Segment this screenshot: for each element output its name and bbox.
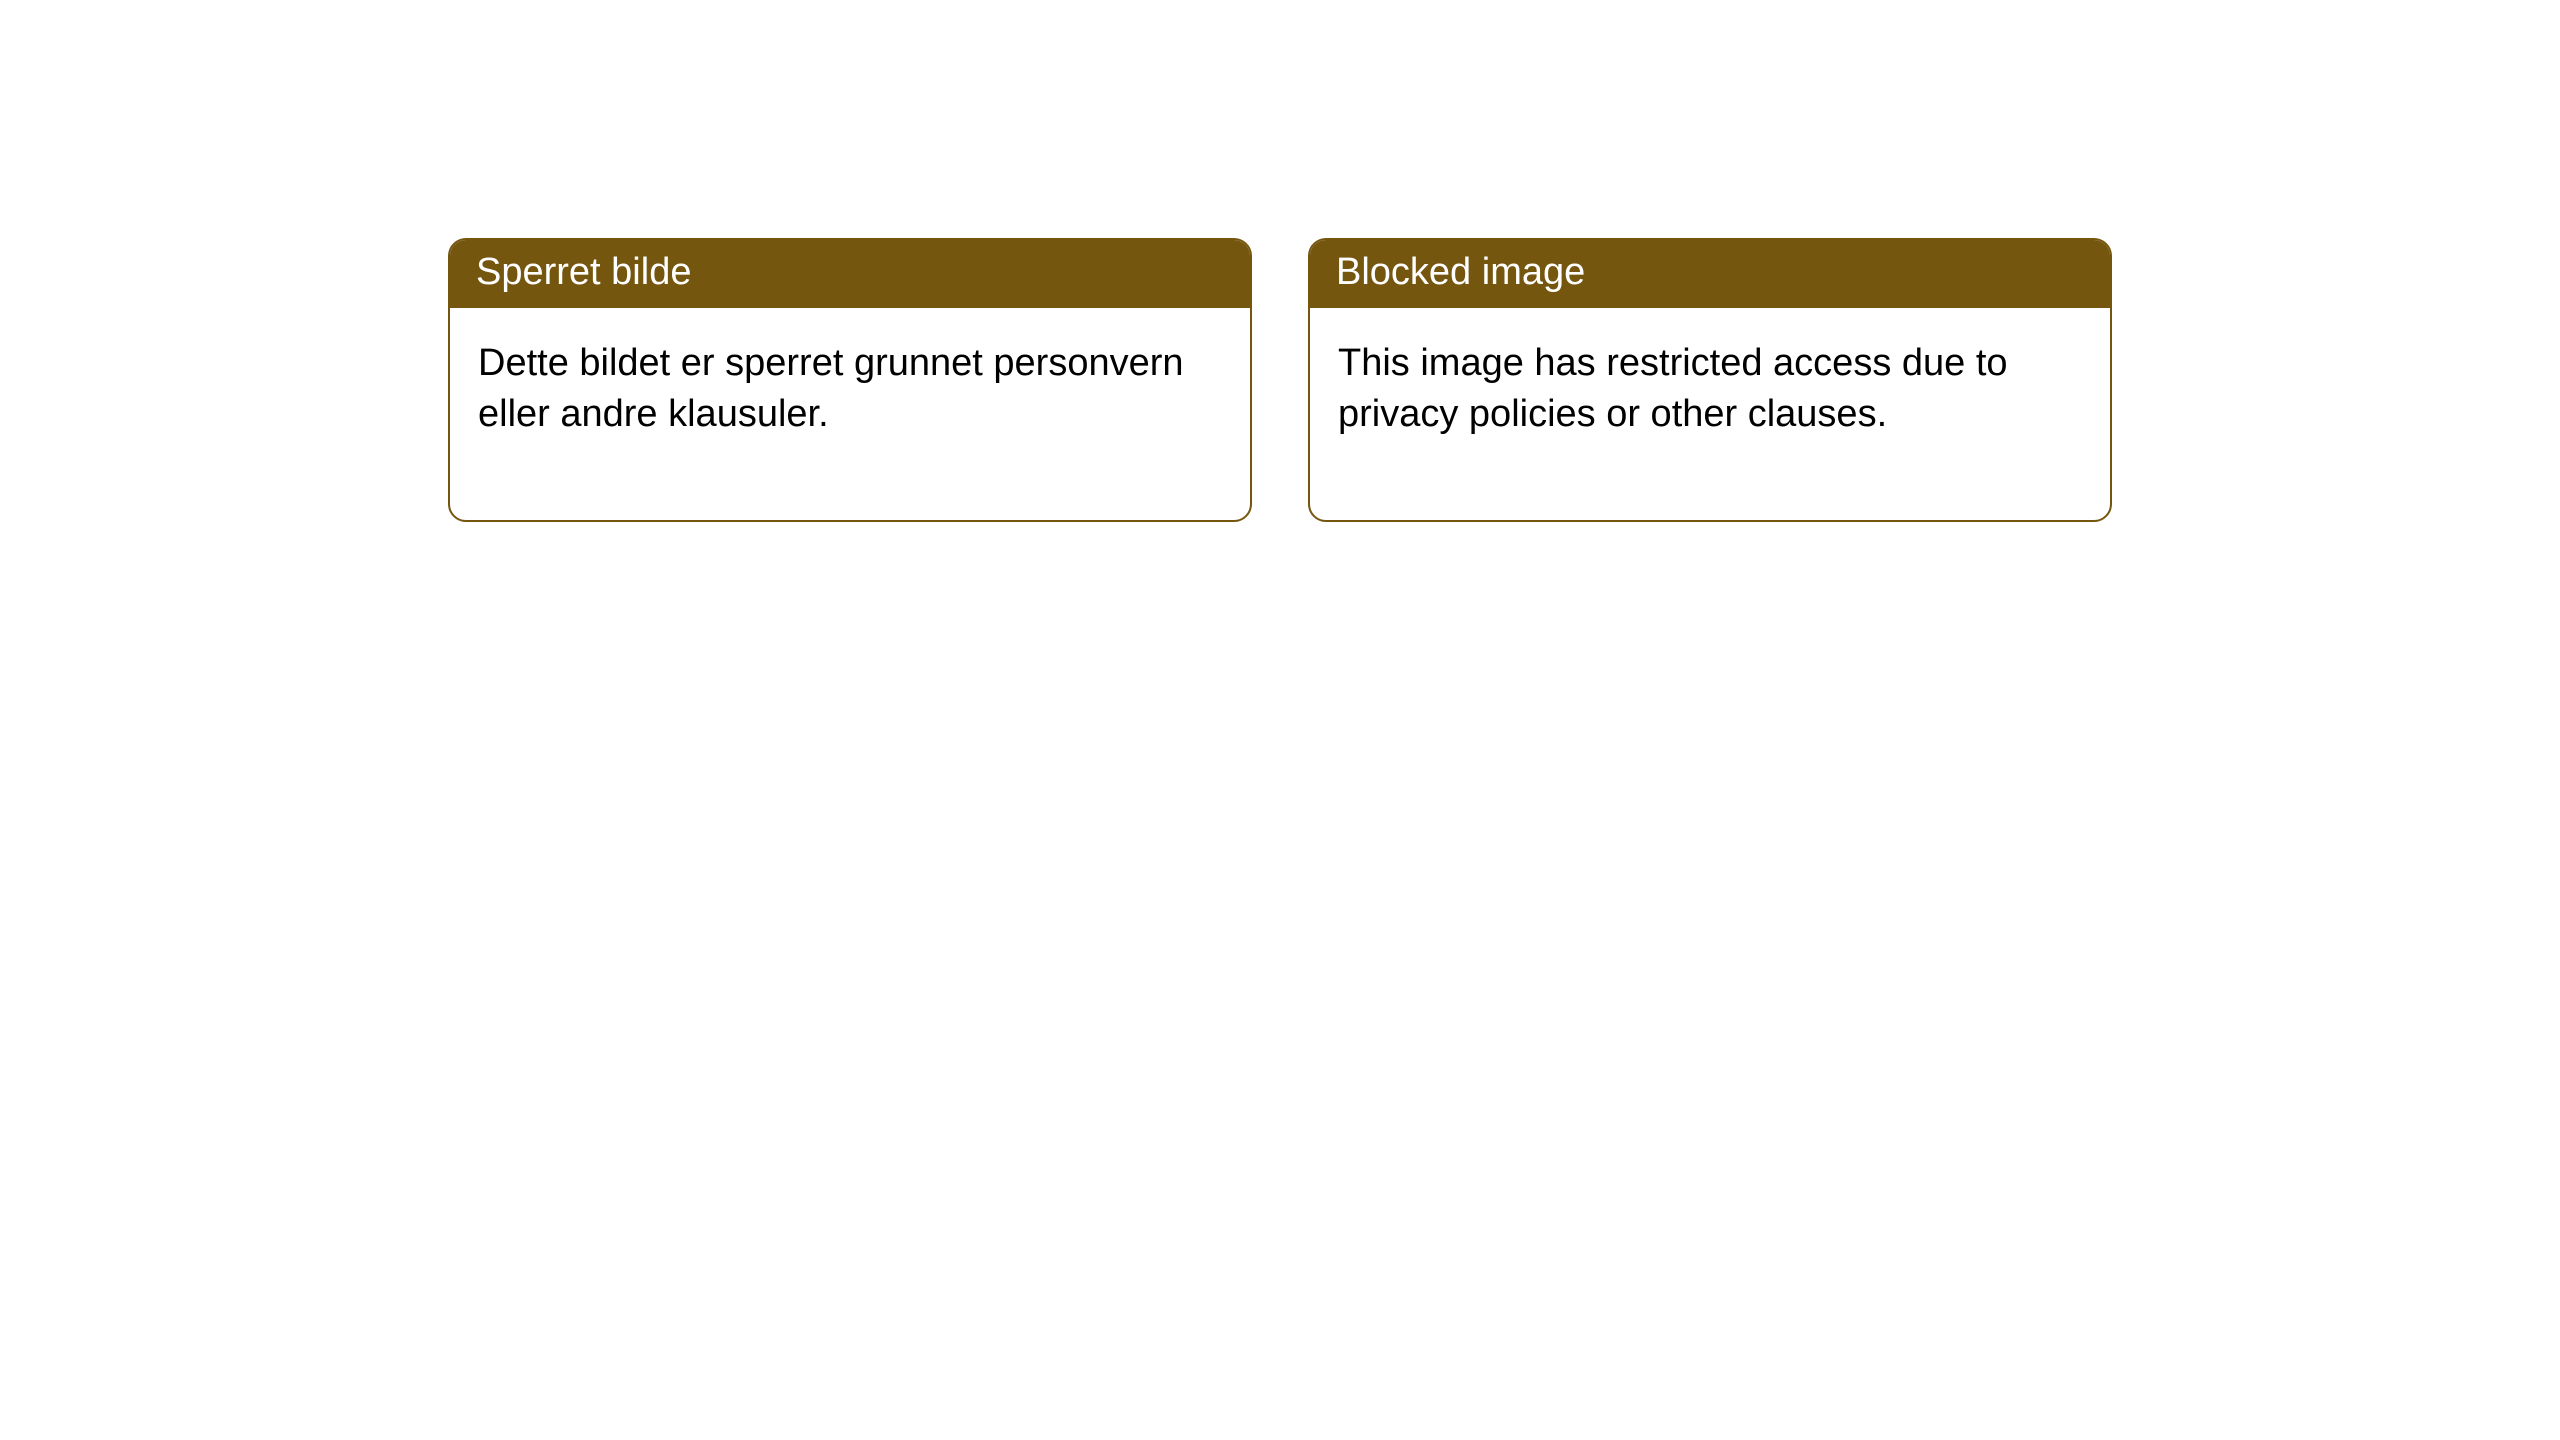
notice-card-body-text: This image has restricted access due to … xyxy=(1338,342,2008,435)
notice-card-title: Sperret bilde xyxy=(476,251,691,293)
notice-card-title: Blocked image xyxy=(1336,251,1585,293)
notice-card-no: Sperret bilde Dette bildet er sperret gr… xyxy=(448,238,1252,522)
notice-card-body-text: Dette bildet er sperret grunnet personve… xyxy=(478,342,1184,435)
notice-card-body: Dette bildet er sperret grunnet personve… xyxy=(450,308,1250,521)
notice-cards-container: Sperret bilde Dette bildet er sperret gr… xyxy=(0,0,2560,522)
notice-card-header: Sperret bilde xyxy=(450,240,1250,308)
notice-card-en: Blocked image This image has restricted … xyxy=(1308,238,2112,522)
notice-card-header: Blocked image xyxy=(1310,240,2110,308)
notice-card-body: This image has restricted access due to … xyxy=(1310,308,2110,521)
